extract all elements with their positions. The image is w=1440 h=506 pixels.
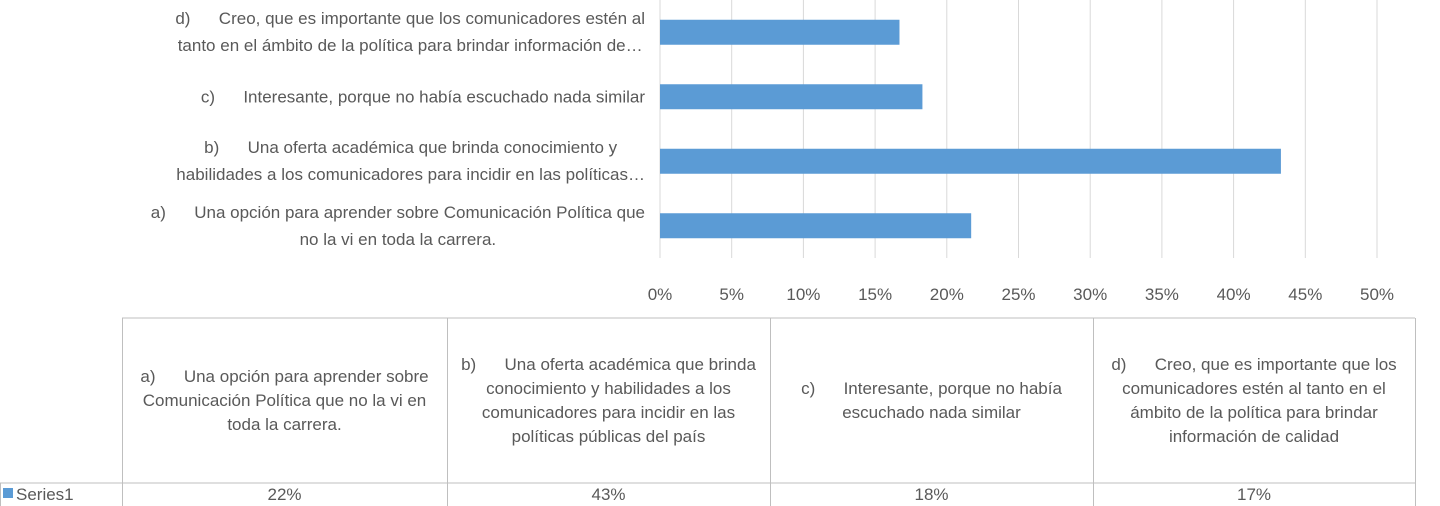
bar: [660, 84, 923, 110]
bar: [660, 148, 1281, 174]
category-label-line: no la vi en toda la carrera.: [299, 229, 497, 249]
legend-label: Series1: [16, 484, 74, 504]
data-label: 17%: [1236, 484, 1272, 504]
data-label: 18%: [914, 484, 949, 504]
x-tick-label: 50%: [1359, 285, 1395, 304]
data-label: 22%: [267, 484, 302, 504]
category-label-line: d) Creo, que es importante que los comun…: [175, 9, 645, 29]
x-tick-label: 25%: [1001, 285, 1036, 304]
legend-swatch: [3, 488, 13, 498]
table-header: c) Interesante, porque no había escuchad…: [801, 378, 1067, 422]
category-label: a) Una opción para aprender sobre Comuni…: [151, 199, 645, 253]
bar: [660, 19, 900, 45]
category-label-line: tanto en el ámbito de la política para b…: [177, 36, 643, 56]
category-label-line: b) Una oferta académica que brinda conoc…: [204, 138, 618, 158]
x-tick-label: 30%: [1073, 285, 1108, 304]
x-tick-label: 40%: [1216, 285, 1251, 304]
category-label-line: habilidades a los comunicadores para inc…: [176, 165, 645, 185]
category-label-line: a) Una opción para aprender sobre Comuni…: [150, 202, 645, 222]
category-label: b) Una oferta académica que brinda conoc…: [176, 134, 645, 188]
table-header: d) Creo, que es importante que los comun…: [1111, 354, 1402, 446]
category-label-line: c) Interesante, porque no había escuchad…: [200, 87, 645, 107]
category-label: d) Creo, que es importante que los comun…: [175, 5, 645, 59]
x-tick-label: 5%: [719, 285, 744, 304]
x-tick-label: 45%: [1288, 285, 1323, 304]
bar: [660, 213, 972, 239]
x-tick-label: 20%: [929, 285, 964, 304]
category-label: c) Interesante, porque no había escuchad…: [201, 83, 645, 110]
x-tick-label: 35%: [1144, 285, 1179, 304]
x-tick-label: 10%: [786, 285, 821, 304]
x-tick-label: 0%: [647, 285, 673, 304]
x-tick-label: 15%: [858, 285, 893, 304]
table-header: a) Una opción para aprender sobre Comuni…: [140, 366, 434, 434]
data-label: 43%: [591, 484, 626, 504]
table-header: b) Una oferta académica que brinda conoc…: [461, 354, 761, 446]
